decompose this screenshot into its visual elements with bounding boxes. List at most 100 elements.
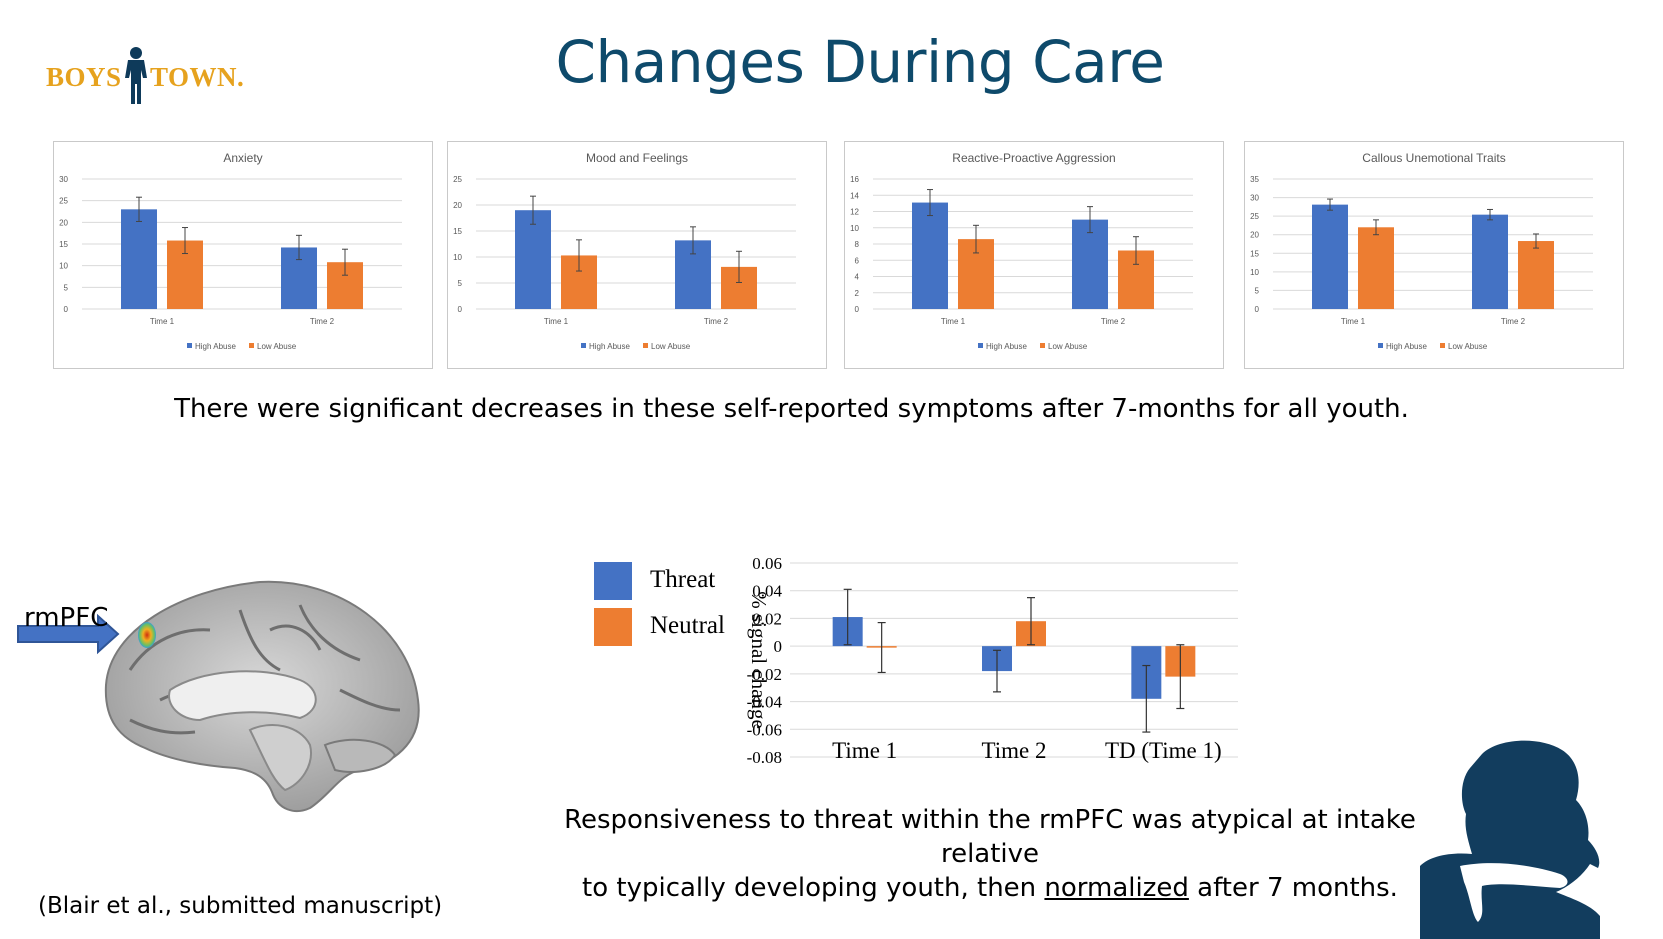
x-tick-label: Time 2 <box>1101 317 1126 326</box>
y-tick-label: 20 <box>453 201 462 210</box>
y-tick-label: 10 <box>453 253 462 262</box>
y-tick-label: 30 <box>1250 194 1259 203</box>
x-tick-label: Time 1 <box>1341 317 1366 326</box>
y-tick-label: 16 <box>850 175 859 184</box>
y-tick-label: 0 <box>774 637 783 656</box>
x-tick-label: Time 2 <box>1501 317 1526 326</box>
y-tick-label: 10 <box>1250 268 1259 277</box>
callous-chart-panel: Callous Unemotional Traits 0 5 10 15 20 25 30 35… <box>1244 141 1624 369</box>
callous-chart: Callous Unemotional Traits 0 5 10 15 20 25 30 35… <box>1250 151 1593 351</box>
y-tick-label: -0.04 <box>747 693 783 712</box>
aggression-chart: Reactive-Proactive Aggression 0 2 4 6 8 10 12 14… <box>850 151 1193 351</box>
bar-high-abuse-time-1 <box>1312 204 1348 309</box>
citation: (Blair et al., submitted manuscript) <box>38 893 443 919</box>
y-tick-label: 0.04 <box>752 582 782 601</box>
y-tick-label: 14 <box>850 191 859 200</box>
logo-text-town: TOWN. <box>150 62 245 92</box>
x-tick-label: Time 2 <box>704 317 729 326</box>
legend-label-low-abuse: Low Abuse <box>257 342 297 351</box>
y-tick-label: 35 <box>1250 175 1259 184</box>
caption-bottom-line2-pre: to typically developing youth, then <box>582 873 1045 903</box>
x-tick-label: Time 2 <box>982 738 1047 763</box>
x-tick-label: Time 1 <box>150 317 175 326</box>
y-tick-label: 4 <box>855 273 860 282</box>
y-tick-label: 5 <box>1255 286 1260 295</box>
bar-high-abuse-time-1 <box>912 202 948 309</box>
y-tick-label: 12 <box>850 208 859 217</box>
y-tick-label: 8 <box>855 240 860 249</box>
y-tick-label: 15 <box>453 227 462 236</box>
y-tick-label: 2 <box>855 289 860 298</box>
legend-swatch-low-abuse <box>1440 343 1445 348</box>
caption-top-text: There were significant decreases in thes… <box>174 394 1409 424</box>
y-tick-label: 0 <box>1255 305 1260 314</box>
legend-swatch-high-abuse <box>581 343 586 348</box>
y-tick-label: -0.02 <box>747 665 782 684</box>
chart-title: Reactive-Proactive Aggression <box>952 151 1115 165</box>
logo-text-boys: BOYS <box>46 62 122 92</box>
y-tick-label: 25 <box>59 197 68 206</box>
legend-label-high-abuse: High Abuse <box>195 342 236 351</box>
signal-change-chart: 0.06 0.04 0.02 0 -0.02 -0.04 -0.06 -0.08 % signa… <box>747 554 1238 767</box>
boys-town-logo: BOYS TOWN. <box>44 44 244 112</box>
y-tick-label: 25 <box>453 175 462 184</box>
x-tick-label: TD (Time 1) <box>1105 738 1222 763</box>
y-tick-label: 0.06 <box>752 554 782 573</box>
bar-high-abuse-time-2 <box>1072 219 1108 309</box>
x-tick-label: Time 1 <box>544 317 569 326</box>
y-tick-label: 10 <box>59 262 68 271</box>
y-tick-label: 6 <box>855 256 860 265</box>
legend-swatch-low-abuse <box>1040 343 1045 348</box>
y-tick-label: 30 <box>59 175 68 184</box>
caption-bottom-line1: Responsiveness to threat within the rmPF… <box>564 805 1416 869</box>
brain-region-label: rmPFC <box>24 603 109 633</box>
y-tick-label: -0.06 <box>747 720 782 739</box>
caption-bottom-line2-post: after 7 months. <box>1188 873 1398 903</box>
bar-low-abuse-time-2 <box>1518 241 1554 309</box>
y-tick-label: 15 <box>59 240 68 249</box>
y-tick-label: 5 <box>64 283 69 292</box>
bar-low-abuse-time-1 <box>1358 227 1394 309</box>
chart-title: Callous Unemotional Traits <box>1362 151 1505 165</box>
y-tick-label: 20 <box>59 218 68 227</box>
x-tick-label: Time 1 <box>832 738 897 763</box>
legend-label-neutral: Neutral <box>650 612 725 639</box>
brain-image <box>17 580 420 812</box>
bar-high-abuse-time-1 <box>121 209 157 309</box>
y-tick-label: 25 <box>1250 212 1259 221</box>
arrow-right-icon <box>17 613 120 655</box>
caption-top: There were significant decreases in thes… <box>0 394 1663 424</box>
legend-label-high-abuse: High Abuse <box>986 342 1027 351</box>
y-tick-label: 0 <box>855 305 860 314</box>
page-title: Changes During Care <box>555 28 1165 96</box>
x-tick-label: Time 1 <box>941 317 966 326</box>
chart-title: Anxiety <box>223 151 262 165</box>
legend-swatch-high-abuse <box>187 343 192 348</box>
legend-label-low-abuse: Low Abuse <box>651 342 691 351</box>
legend-label-threat: Threat <box>650 566 716 593</box>
y-axis-label: % signal change <box>747 591 771 729</box>
y-tick-label: 0 <box>64 305 69 314</box>
anxiety-chart-panel: Anxiety 0 5 10 15 20 25 30 Time 1 Time 2 High Abus… <box>53 141 433 369</box>
caption-bottom: Responsiveness to threat within the rmPF… <box>520 803 1460 905</box>
legend-label-low-abuse: Low Abuse <box>1048 342 1088 351</box>
caption-bottom-line2: to typically developing youth, then norm… <box>520 871 1460 905</box>
y-tick-label: 5 <box>458 279 463 288</box>
logo-figure-icon <box>125 47 147 104</box>
anxiety-chart: Anxiety 0 5 10 15 20 25 30 Time 1 Time 2 High Abus… <box>59 151 402 351</box>
y-tick-label: 0 <box>458 305 463 314</box>
bar-high-abuse-time-1 <box>515 210 551 309</box>
legend-label-low-abuse: Low Abuse <box>1448 342 1488 351</box>
legend-label-high-abuse: High Abuse <box>589 342 630 351</box>
caption-bottom-underlined: normalized <box>1044 873 1189 903</box>
legend-swatch-neutral <box>594 608 632 646</box>
legend-swatch-low-abuse <box>249 343 254 348</box>
mood-chart: Mood and Feelings 0 5 10 15 20 25 Time 1 Time 2 H… <box>453 151 796 351</box>
chart-title: Mood and Feelings <box>586 151 688 165</box>
y-tick-label: -0.08 <box>747 748 782 767</box>
rmpfc-activation-blob <box>138 622 156 648</box>
child-silhouette-image <box>1420 740 1600 939</box>
bar-high-abuse-time-2 <box>1472 214 1508 309</box>
legend-label-high-abuse: High Abuse <box>1386 342 1427 351</box>
y-tick-label: 0.02 <box>752 609 782 628</box>
